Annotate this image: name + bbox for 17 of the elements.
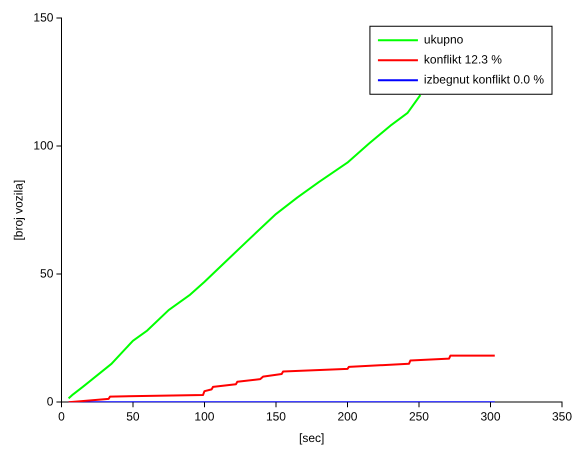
x-tick-label: 100 bbox=[194, 410, 215, 424]
legend-label: izbegnut konflikt 0.0 % bbox=[424, 72, 544, 87]
x-tick-label: 200 bbox=[337, 410, 358, 424]
y-tick-label: 100 bbox=[33, 138, 54, 153]
x-tick-label: 350 bbox=[552, 410, 572, 424]
x-tick-label: 250 bbox=[408, 410, 430, 424]
x-tick-label: 0 bbox=[58, 410, 66, 424]
x-axis-title: [sec] bbox=[299, 431, 324, 446]
y-tick-label: 150 bbox=[33, 10, 54, 25]
x-tick-label: 150 bbox=[266, 410, 286, 424]
legend-label: ukupno bbox=[424, 32, 464, 47]
x-tick-label: 50 bbox=[126, 410, 140, 424]
y-tick-label: 50 bbox=[40, 266, 54, 281]
y-tick-label: 0 bbox=[46, 394, 54, 409]
y-axis-title: [broj vozila] bbox=[12, 180, 26, 241]
x-tick-label: 300 bbox=[480, 410, 501, 424]
legend-label: konflikt 12.3 % bbox=[424, 52, 502, 67]
